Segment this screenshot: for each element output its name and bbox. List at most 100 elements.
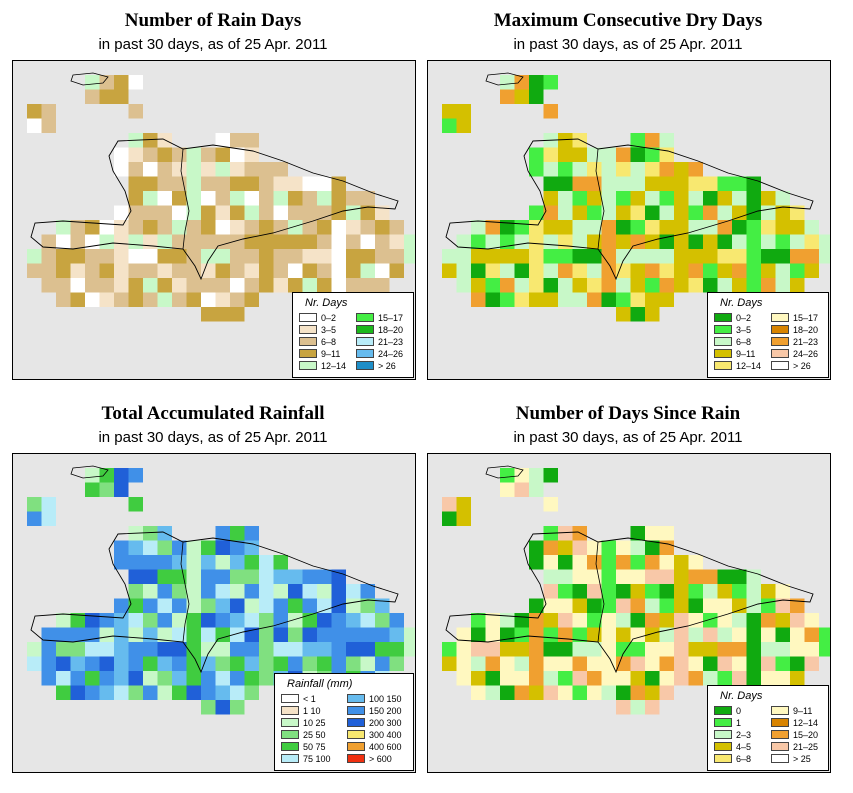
map-grid (442, 465, 830, 715)
grid-cell (259, 569, 274, 584)
grid-cell (302, 569, 317, 584)
grid-cell (616, 627, 631, 642)
grid-cell (601, 292, 616, 307)
grid-cell (215, 176, 230, 191)
grid-cell (346, 598, 361, 613)
grid-cell (761, 656, 776, 671)
grid-cell (543, 147, 558, 162)
grid-cell (572, 147, 587, 162)
grid-cell (27, 249, 42, 264)
grid-cell (572, 263, 587, 278)
grid-cell (674, 642, 689, 657)
grid-cell (717, 598, 732, 613)
panel-subtitle: in past 30 days, as of 25 Apr. 2011 (98, 429, 328, 446)
grid-cell (41, 104, 56, 119)
grid-cell (259, 234, 274, 249)
grid-cell (215, 249, 230, 264)
grid-cell (601, 569, 616, 584)
grid-cell (529, 205, 544, 220)
grid-cell (688, 220, 703, 235)
grid-cell (514, 292, 529, 307)
grid-cell (717, 584, 732, 599)
grid-cell (717, 569, 732, 584)
grid-cell (375, 220, 390, 235)
grid-cell (572, 685, 587, 700)
grid-cell (558, 191, 573, 206)
grid-cell (529, 468, 544, 483)
grid-cell (215, 685, 230, 700)
legend-label: 400 600 (369, 741, 402, 752)
grid-cell (514, 656, 529, 671)
grid-cell (485, 656, 500, 671)
grid-cell (732, 263, 747, 278)
grid-cell (230, 685, 245, 700)
grid-cell (645, 627, 660, 642)
legend-swatch (299, 313, 317, 322)
grid-cell (674, 162, 689, 177)
legend-label: 300 400 (369, 729, 402, 740)
grid-cell (703, 220, 718, 235)
grid-cell (616, 234, 631, 249)
grid-cell (442, 497, 457, 512)
grid-cell (230, 642, 245, 657)
grid-cell (674, 263, 689, 278)
grid-cell (143, 598, 158, 613)
grid-cell (732, 627, 747, 642)
grid-cell (230, 191, 245, 206)
legend-label: 15–17 (378, 312, 404, 323)
grid-cell (471, 263, 486, 278)
grid-cell (529, 598, 544, 613)
grid-cell (288, 569, 303, 584)
grid-cell (114, 75, 129, 90)
grid-cell (442, 642, 457, 657)
grid-cell (717, 642, 732, 657)
legend-label: 12–14 (736, 360, 762, 371)
grid-cell (27, 263, 42, 278)
grid-cell (41, 118, 56, 133)
grid-cell (456, 497, 471, 512)
grid-cell (587, 584, 602, 599)
legend-swatch (714, 349, 732, 358)
grid-cell (775, 191, 790, 206)
grid-cell (732, 191, 747, 206)
grid-cell (56, 263, 71, 278)
grid-cell (703, 598, 718, 613)
grid-cell (514, 234, 529, 249)
grid-cell (85, 292, 100, 307)
grid-cell (259, 205, 274, 220)
legend-label: 6–8 (736, 336, 752, 347)
grid-cell (485, 685, 500, 700)
grid-cell (616, 147, 631, 162)
grid-cell (317, 598, 332, 613)
grid-cell (471, 685, 486, 700)
legend-item: > 25 (771, 753, 822, 764)
grid-cell (302, 191, 317, 206)
legend-swatch (356, 349, 374, 358)
grid-cell (230, 220, 245, 235)
grid-cell (616, 700, 631, 715)
grid-cell (331, 613, 346, 628)
grid-cell (85, 671, 100, 686)
grid-cell (761, 249, 776, 264)
legend-label: 1 10 (303, 705, 321, 716)
grid-cell (27, 656, 42, 671)
grid-cell (601, 613, 616, 628)
grid-cell (230, 162, 245, 177)
grid-cell (259, 613, 274, 628)
grid-cell (645, 307, 660, 322)
panel-accumulated-rainfall: Total Accumulated Rainfall in past 30 da… (0, 393, 426, 783)
grid-cell (273, 249, 288, 264)
grid-cell (558, 205, 573, 220)
grid-cell (70, 278, 85, 293)
grid-cell (128, 656, 143, 671)
grid-cell (201, 278, 216, 293)
legend-swatch (771, 349, 789, 358)
grid-cell (514, 263, 529, 278)
grid-cell (143, 526, 158, 541)
grid-cell (688, 584, 703, 599)
legend-item: 9–11 (299, 348, 350, 359)
grid-cell (244, 205, 259, 220)
grid-cell (288, 598, 303, 613)
grid-cell (500, 278, 515, 293)
grid-cell (761, 613, 776, 628)
